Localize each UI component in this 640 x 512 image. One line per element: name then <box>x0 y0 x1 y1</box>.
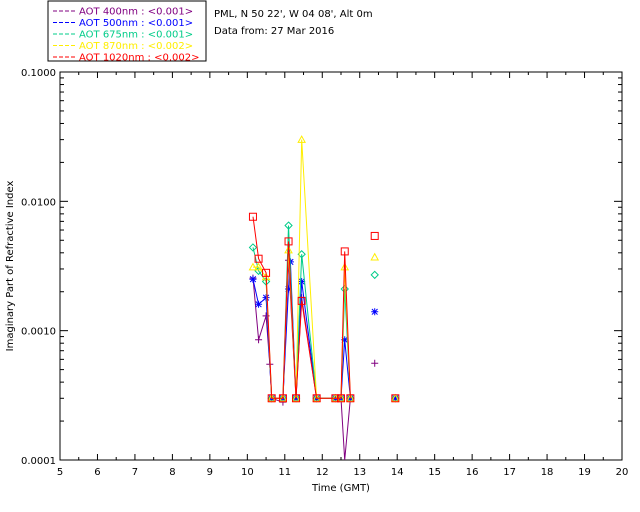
series <box>249 258 399 402</box>
y-tick-label: 0.0100 <box>21 197 56 208</box>
data-point <box>390 393 400 402</box>
data-point <box>254 262 263 271</box>
x-tick-label: 5 <box>57 467 63 478</box>
data-point <box>312 394 321 403</box>
x-tick-label: 11 <box>278 467 291 478</box>
data-point <box>255 300 263 308</box>
data-point <box>370 231 379 240</box>
data-point <box>371 359 379 367</box>
x-tick-label: 18 <box>541 467 554 478</box>
x-tick-label: 10 <box>241 467 254 478</box>
data-point <box>370 252 380 261</box>
data-point <box>291 393 301 402</box>
x-tick-label: 7 <box>132 467 138 478</box>
data-point <box>297 296 306 305</box>
data-point <box>267 394 276 403</box>
data-point <box>346 393 355 402</box>
data-point <box>278 394 287 403</box>
data-point <box>337 394 345 403</box>
series <box>248 212 400 403</box>
header-line-date: Data from: 27 Mar 2016 <box>214 26 334 37</box>
x-tick-label: 15 <box>428 467 441 478</box>
data-point <box>248 262 258 271</box>
legend: AOT 400nm : <0.001>AOT 500nm : <0.001>AO… <box>47 0 207 64</box>
x-tick-label: 17 <box>503 467 516 478</box>
x-tick-label: 19 <box>578 467 591 478</box>
data-point <box>370 270 379 280</box>
data-point <box>340 262 350 271</box>
x-tick-label: 16 <box>466 467 479 478</box>
data-point <box>262 294 270 302</box>
data-point <box>284 221 293 230</box>
data-point <box>249 275 257 283</box>
data-point <box>340 284 349 294</box>
y-axis-label: Imaginary Part of Refractive Index <box>5 181 16 352</box>
data-point <box>346 394 355 403</box>
header: PML, N 50 22', W 04 08', Alt 0m Data fro… <box>214 9 373 37</box>
y-tick-label: 0.0010 <box>21 327 56 338</box>
y-tick-label: 0.1000 <box>21 68 56 79</box>
data-point <box>254 254 263 263</box>
x-tick-label: 13 <box>353 467 366 478</box>
data-point <box>298 277 306 285</box>
x-tick-label: 9 <box>207 467 213 478</box>
x-tick-label: 6 <box>94 467 100 478</box>
x-tick-label: 14 <box>391 467 404 478</box>
data-point <box>297 135 307 143</box>
data-point <box>341 336 349 344</box>
x-axis-label: Time (GMT) <box>311 483 370 494</box>
legend-label: AOT 870nm : <0.002> <box>79 41 193 52</box>
legend-label: AOT 1020nm : <0.002> <box>79 53 199 64</box>
data-point <box>248 243 258 252</box>
series-line <box>252 216 351 399</box>
series <box>248 135 400 402</box>
data-point <box>371 308 379 316</box>
legend-label: AOT 400nm : <0.001> <box>79 7 193 18</box>
x-tick-label: 12 <box>316 467 329 478</box>
y-tick-label: 0.0001 <box>21 456 56 467</box>
series-layer <box>248 135 400 461</box>
data-point <box>284 237 293 246</box>
data-point <box>262 268 271 277</box>
data-point <box>391 394 400 403</box>
data-point <box>340 247 349 256</box>
data-point <box>331 394 340 403</box>
data-point <box>285 285 293 293</box>
data-point <box>248 212 257 221</box>
axes: 5 6 7 8 9 10 11 12 13 14 15 16 17 18 19 20 0.0001 0.0010 0… <box>21 68 628 478</box>
legend-label: AOT 500nm : <0.001> <box>79 18 193 29</box>
data-point <box>391 394 399 402</box>
series <box>249 256 399 461</box>
x-tick-label: 20 <box>616 467 629 478</box>
header-line-location: PML, N 50 22', W 04 08', Alt 0m <box>214 9 373 20</box>
data-point <box>255 336 263 344</box>
x-tick-label: 8 <box>169 467 175 478</box>
legend-label: AOT 675nm : <0.001> <box>79 30 193 41</box>
data-point <box>292 394 301 403</box>
